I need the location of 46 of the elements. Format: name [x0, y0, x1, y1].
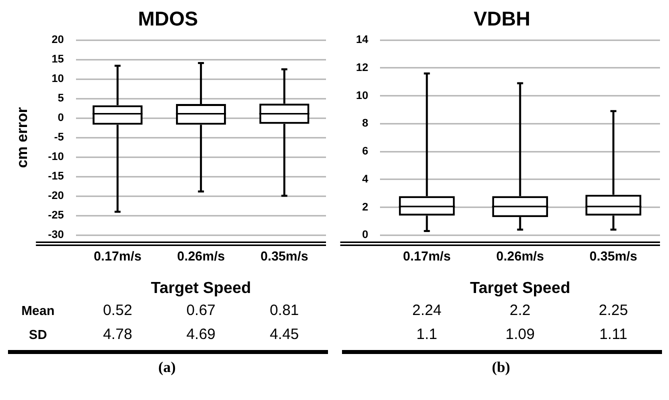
y-tick-label: 10: [52, 73, 64, 86]
text: 4.69: [185, 326, 217, 342]
y-tick-label: 14: [356, 34, 370, 46]
y-tick-label: -5: [54, 132, 64, 144]
text: 4.78: [102, 326, 134, 342]
y-tick-label: -10: [48, 151, 64, 164]
x-axis-title: Target Speed: [470, 280, 570, 297]
text: 0.81: [268, 302, 300, 318]
text: 2.24: [411, 302, 442, 318]
text: 1.09: [504, 326, 536, 342]
text: 0.67: [185, 302, 217, 318]
y-tick-label: -30: [48, 229, 64, 242]
text: 2.25: [598, 302, 629, 318]
text: 0.52: [102, 302, 134, 318]
y-tick-label: 6: [362, 146, 368, 158]
x-tick-label: 0.26m/s: [177, 248, 225, 264]
y-tick-label: 8: [362, 118, 368, 130]
text: (a): [157, 360, 177, 377]
text: 4.45: [268, 326, 300, 342]
x-tick-label: 0.17m/s: [403, 248, 451, 264]
y-tick-label: 0: [362, 229, 368, 242]
y-tick-label: -15: [48, 170, 64, 183]
x-tick-label: 0.17m/s: [94, 248, 142, 264]
y-tick-label: 20: [52, 34, 64, 46]
text: Mean: [20, 302, 56, 318]
y-tick-label: 12: [356, 62, 368, 74]
y-axis-title: cm error: [14, 107, 32, 168]
y-tick-label: 15: [52, 54, 64, 66]
x-tick-label: 0.35m/s: [590, 248, 638, 264]
text: 1.11: [598, 326, 628, 342]
x-axis-title: Target Speed: [150, 280, 252, 297]
chart-title: MDOS: [138, 8, 198, 31]
y-tick-label: 4: [362, 173, 370, 186]
text: 2.2: [508, 302, 532, 318]
y-tick-label: 5: [58, 92, 64, 105]
y-tick-label: -20: [48, 190, 64, 202]
y-tick-label: 0: [58, 112, 64, 124]
text: SD: [28, 326, 48, 342]
x-tick-label: 0.35m/s: [260, 248, 308, 264]
y-tick-label: -25: [48, 210, 64, 222]
x-tick-label: 0.26m/s: [496, 248, 544, 264]
text: 1.1: [415, 326, 438, 342]
text: (b): [490, 360, 512, 377]
y-tick-label: 10: [356, 90, 368, 102]
y-tick-label: 2: [362, 201, 368, 214]
chart-title: VDBH: [474, 8, 530, 31]
